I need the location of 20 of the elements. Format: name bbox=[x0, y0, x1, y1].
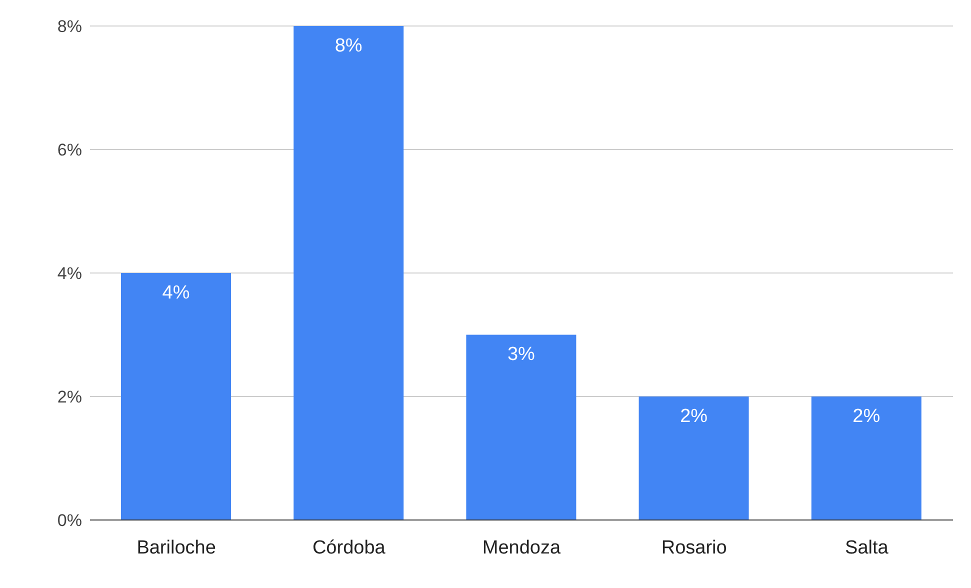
y-tick-label: 6% bbox=[57, 140, 82, 160]
bar bbox=[811, 396, 922, 520]
data-label: 3% bbox=[507, 344, 536, 366]
y-tick-label: 0% bbox=[57, 511, 82, 530]
x-tick-label: Rosario bbox=[661, 537, 727, 558]
x-tick-label: Salta bbox=[845, 537, 889, 558]
y-tick-label: 8% bbox=[57, 17, 82, 36]
bar bbox=[121, 273, 231, 520]
y-tick-label: 4% bbox=[57, 264, 82, 284]
data-label: 2% bbox=[852, 406, 880, 427]
y-tick-label: 2% bbox=[57, 388, 82, 407]
data-label: 8% bbox=[334, 35, 362, 56]
x-tick-label: Córdoba bbox=[312, 537, 386, 558]
bar bbox=[638, 396, 749, 520]
x-tick-label: Bariloche bbox=[136, 537, 216, 558]
data-label: 2% bbox=[680, 406, 708, 427]
x-tick-label: Mendoza bbox=[482, 537, 562, 558]
bar bbox=[294, 26, 404, 520]
data-label: 4% bbox=[162, 282, 190, 304]
bar bbox=[466, 334, 576, 520]
